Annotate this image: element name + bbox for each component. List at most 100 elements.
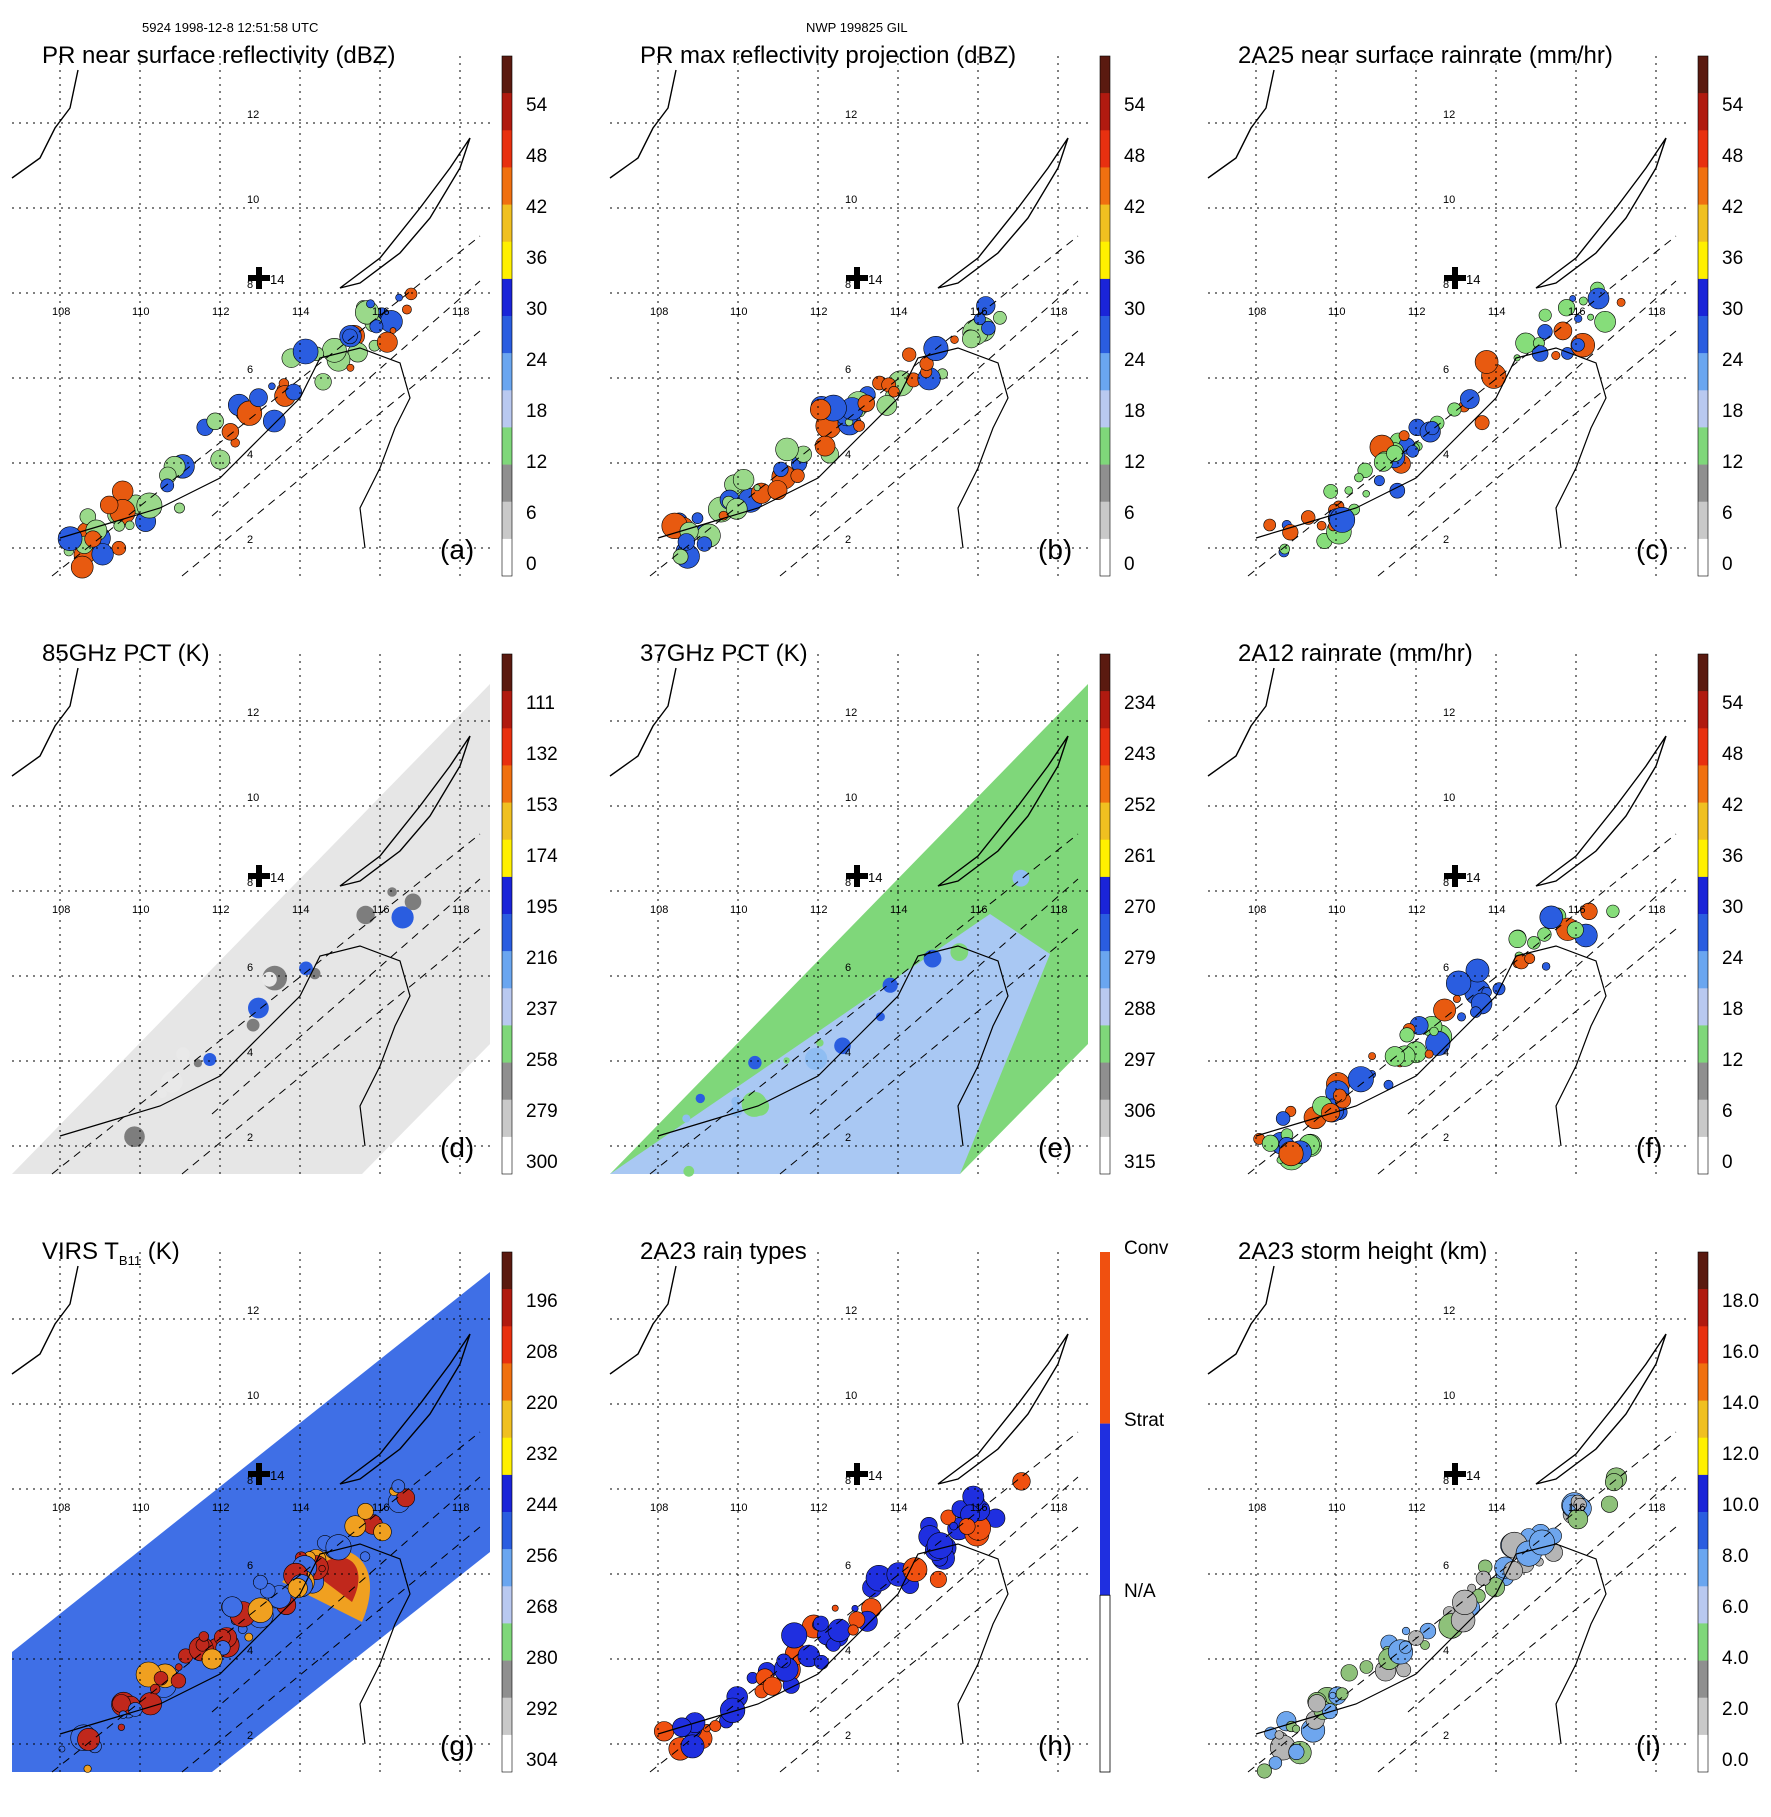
panel-label: (h) — [1038, 1730, 1073, 1761]
precip-cell — [790, 468, 805, 483]
precip-cell — [247, 1597, 274, 1623]
colorbar-swatch — [1698, 464, 1708, 503]
precip-cell — [1354, 472, 1364, 483]
colorbar-swatch — [1698, 654, 1708, 692]
longitude-label: 118 — [1648, 904, 1666, 916]
colorbar-label: 6 — [1722, 502, 1733, 524]
colorbar-swatch — [1698, 728, 1708, 766]
latitude-label: 4 — [845, 1645, 852, 1657]
colorbar-label: 292 — [526, 1698, 558, 1720]
precip-cell — [748, 1055, 762, 1070]
colorbar-label: 304 — [526, 1749, 558, 1771]
latitude-label: 4 — [1443, 449, 1450, 461]
panel-label: (g) — [440, 1730, 475, 1761]
precip-cell — [812, 1615, 829, 1632]
colorbar-label: 297 — [1124, 1049, 1156, 1071]
map-canvas — [609, 1252, 1111, 1773]
longitude-label: 108 — [650, 904, 669, 916]
colorbar-swatch — [1698, 1136, 1708, 1175]
radar-site-marker — [846, 267, 868, 289]
colorbar-swatch — [502, 1099, 512, 1138]
colorbar-label: 232 — [526, 1443, 558, 1465]
panel-title-suffix: (K) — [141, 1238, 180, 1265]
panel-label: (d) — [440, 1132, 475, 1163]
longitude-label: 114 — [1488, 1502, 1506, 1514]
longitude-label: 112 — [810, 1502, 828, 1514]
colorbar-swatch — [502, 427, 512, 465]
longitude-label: 108 — [52, 1502, 71, 1514]
map-canvas — [1207, 653, 1709, 1175]
colorbar-frame — [1697, 653, 1709, 1175]
colorbar-swatch — [1698, 951, 1708, 989]
radar-site-marker — [846, 865, 868, 887]
longitude-label: 108 — [52, 306, 71, 318]
longitude-label: 116 — [970, 306, 988, 318]
precip-cell — [206, 412, 224, 430]
panel-d: 85GHz PCT (K) (d) 111 132 153 174 195 216 237 258… — [0, 616, 598, 1214]
colorbar-swatch — [1698, 1363, 1708, 1401]
longitude-label: 108 — [650, 1502, 669, 1514]
colorbar-label: 12 — [1124, 451, 1146, 473]
colorbar-label: 280 — [526, 1647, 558, 1669]
precip-cell — [215, 1640, 231, 1656]
colorbar-swatch — [1698, 167, 1708, 205]
colorbar-label: 279 — [1124, 947, 1156, 969]
radar-site-marker — [248, 1463, 270, 1485]
colorbar-label: 0.0 — [1722, 1749, 1749, 1771]
radar-site-marker — [1444, 865, 1466, 887]
precip-cell — [1600, 1495, 1618, 1513]
latitude-label: 12 — [247, 109, 260, 121]
colorbar-label: 208 — [526, 1342, 558, 1363]
map-canvas — [609, 653, 1111, 1177]
latitude-label: 2 — [247, 1132, 254, 1144]
panel-label: (f) — [1636, 1132, 1663, 1163]
precip-cell — [221, 423, 240, 441]
colorbar-label: 111 — [526, 693, 555, 714]
colorbar-swatch — [502, 691, 512, 729]
latitude-label: 6 — [247, 364, 254, 376]
precip-cell — [175, 1663, 183, 1671]
colorbar-swatch — [502, 278, 512, 317]
precip-cell — [680, 1734, 705, 1759]
colorbar-label: 30 — [1722, 298, 1744, 320]
colorbar-swatch — [502, 1697, 512, 1736]
precip-cell — [1475, 1570, 1492, 1587]
precip-cell — [1527, 936, 1541, 950]
colorbar-label: 24 — [1124, 349, 1146, 371]
colorbar-swatch — [1698, 1697, 1708, 1736]
longitude-label: 112 — [810, 904, 828, 916]
colorbar-swatch — [502, 1512, 512, 1550]
precip-cell — [401, 304, 412, 315]
colorbar-swatch — [1698, 765, 1708, 803]
precip-cell — [726, 498, 748, 520]
longitude-label: 118 — [1050, 904, 1068, 916]
colorbar-swatch — [1100, 538, 1110, 577]
panel-label: (e) — [1038, 1132, 1073, 1163]
colorbar-swatch — [1698, 1660, 1708, 1699]
latitude-label: 2 — [1443, 534, 1450, 546]
precip-cell — [314, 373, 332, 391]
colorbar-swatch — [1698, 241, 1708, 280]
panel-title: 37GHz PCT (K) — [640, 640, 808, 667]
precip-cell — [221, 1596, 243, 1618]
colorbar-label: 237 — [526, 998, 558, 1020]
precip-cell — [1452, 994, 1461, 1003]
precip-cell — [373, 1522, 392, 1542]
pr-swath-edge — [51, 235, 481, 577]
precip-cell — [1406, 445, 1419, 458]
colorbar-swatch — [1698, 538, 1708, 577]
coastline — [1535, 137, 1667, 289]
longitude-label: 114 — [890, 904, 908, 916]
colorbar-swatch — [1100, 130, 1110, 168]
precip-cell — [1316, 520, 1327, 531]
latitude-label: 4 — [247, 449, 254, 461]
coastline — [657, 945, 1009, 1147]
precip-cell — [781, 1622, 808, 1649]
latitude-label: 2 — [247, 534, 254, 546]
precip-cell — [262, 971, 277, 987]
colorbar-swatch — [1698, 316, 1708, 354]
coastline — [657, 1543, 1009, 1745]
latitude-label: 4 — [845, 449, 852, 461]
latitude-label: 2 — [1443, 1132, 1450, 1144]
precip-cell — [1456, 1012, 1466, 1022]
